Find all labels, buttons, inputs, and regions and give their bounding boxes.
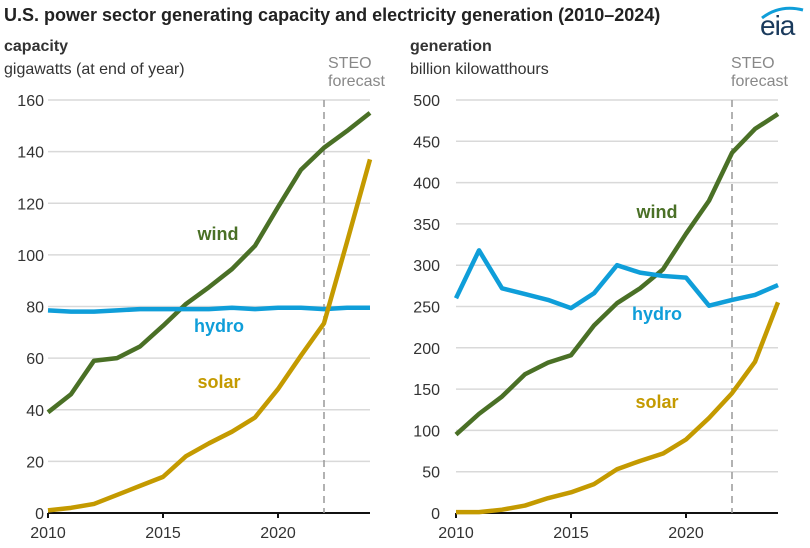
y-tick-label: 250 bbox=[413, 300, 440, 317]
y-tick-label: 20 bbox=[26, 454, 44, 471]
hydro-line bbox=[453, 248, 779, 311]
right-heading: generation bbox=[410, 38, 492, 55]
hydro-series-label: hydro bbox=[632, 304, 682, 324]
wind-line bbox=[454, 112, 780, 437]
right-forecast-label-1: STEO bbox=[731, 55, 775, 72]
y-tick-label: 140 bbox=[17, 145, 44, 162]
y-tick-label: 500 bbox=[413, 93, 440, 110]
wind-line bbox=[46, 111, 372, 415]
hydro-series-label: hydro bbox=[194, 316, 244, 336]
right-forecast-label-2: forecast bbox=[731, 73, 788, 90]
y-tick-label: 0 bbox=[35, 506, 44, 523]
left-heading: capacity bbox=[4, 38, 69, 55]
y-tick-label: 160 bbox=[17, 93, 44, 110]
y-tick-label: 100 bbox=[17, 248, 44, 265]
hydro-line bbox=[47, 305, 370, 314]
left-forecast-label-1: STEO bbox=[328, 55, 372, 72]
y-tick-label: 100 bbox=[413, 423, 440, 440]
wind-series-label: wind bbox=[636, 202, 678, 222]
x-tick-label: 2020 bbox=[260, 525, 296, 542]
y-tick-label: 40 bbox=[26, 403, 44, 420]
x-tick-label: 2010 bbox=[438, 525, 474, 542]
y-tick-label: 50 bbox=[422, 465, 440, 482]
y-tick-label: 0 bbox=[431, 506, 440, 523]
chart-title: U.S. power sector generating capacity an… bbox=[4, 5, 661, 25]
solar-series-label: solar bbox=[197, 372, 240, 392]
y-tick-label: 60 bbox=[26, 351, 44, 368]
x-tick-label: 2015 bbox=[553, 525, 589, 542]
x-tick-label: 2020 bbox=[668, 525, 704, 542]
y-tick-label: 120 bbox=[17, 196, 44, 213]
right-unit-label: billion kilowatthours bbox=[410, 61, 549, 78]
y-tick-label: 300 bbox=[413, 258, 440, 275]
solar-line bbox=[456, 301, 781, 515]
left-forecast-label-2: forecast bbox=[328, 73, 385, 90]
y-tick-label: 200 bbox=[413, 341, 440, 358]
y-tick-label: 450 bbox=[413, 134, 440, 151]
solar-line bbox=[47, 158, 373, 513]
eia-logo: eia bbox=[760, 10, 795, 41]
y-tick-label: 80 bbox=[26, 300, 44, 317]
y-tick-label: 400 bbox=[413, 176, 440, 193]
y-tick-label: 150 bbox=[413, 382, 440, 399]
x-tick-label: 2010 bbox=[30, 525, 66, 542]
solar-series-label: solar bbox=[635, 392, 678, 412]
x-tick-label: 2015 bbox=[145, 525, 181, 542]
left-unit-label: gigawatts (at end of year) bbox=[4, 61, 185, 78]
wind-series-label: wind bbox=[197, 224, 239, 244]
y-tick-label: 350 bbox=[413, 217, 440, 234]
